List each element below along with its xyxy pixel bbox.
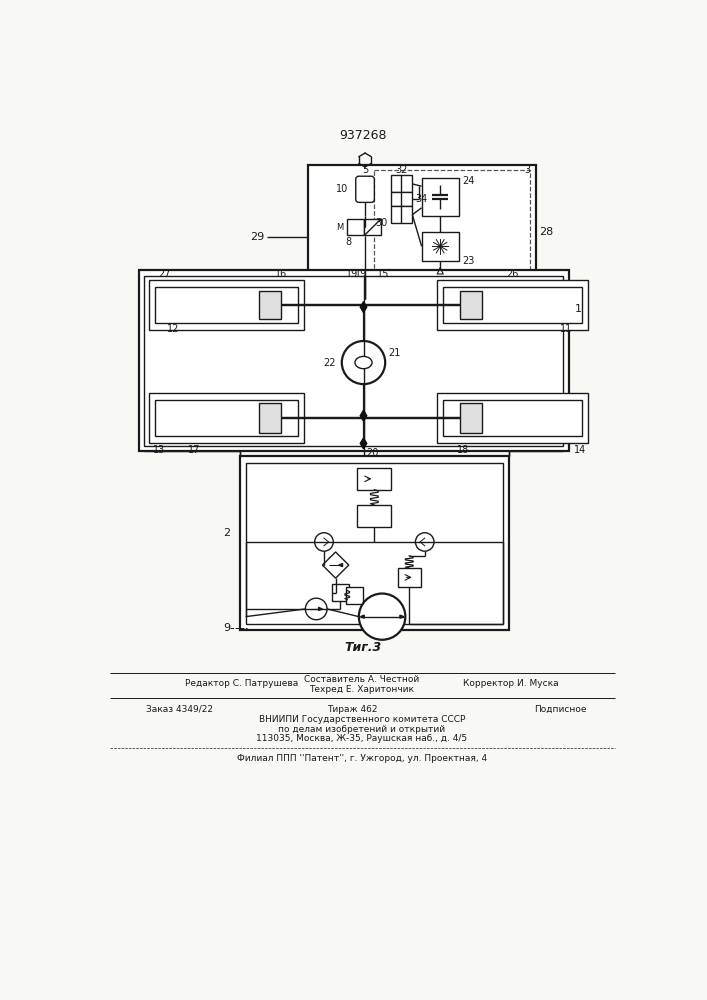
Text: 15: 15 [377, 269, 389, 279]
Bar [155, 287, 298, 323]
Bar [437, 393, 588, 443]
Text: 9: 9 [223, 623, 230, 633]
Circle shape [315, 533, 333, 551]
Bar [364, 219, 381, 235]
Text: 27: 27 [158, 269, 170, 279]
Text: 28: 28 [539, 227, 554, 237]
Bar [139, 270, 569, 451]
Text: Составитель А. Честной: Составитель А. Честной [304, 675, 419, 684]
Text: 18: 18 [457, 445, 469, 455]
Text: 34: 34 [416, 194, 428, 204]
Bar [421, 232, 459, 261]
Circle shape [359, 594, 405, 640]
Text: 26: 26 [506, 269, 518, 279]
Circle shape [341, 341, 385, 384]
Text: 10: 10 [336, 184, 348, 194]
Polygon shape [361, 615, 364, 618]
Text: 8: 8 [346, 237, 352, 247]
Bar [347, 219, 364, 235]
Bar [460, 291, 482, 319]
Text: 12: 12 [167, 324, 179, 334]
Text: Тираж 462: Тираж 462 [327, 705, 377, 714]
Bar [437, 280, 588, 330]
Bar [397, 568, 421, 587]
Text: 20: 20 [366, 448, 378, 458]
Text: 937268: 937268 [339, 129, 387, 142]
Bar [460, 403, 482, 433]
Text: 24: 24 [462, 176, 474, 186]
Text: Τиг.3: Τиг.3 [345, 641, 382, 654]
Bar [421, 178, 459, 216]
Bar [443, 287, 582, 323]
Polygon shape [339, 564, 343, 567]
Text: 5: 5 [362, 165, 368, 175]
Text: 16: 16 [275, 269, 288, 279]
Text: 113035, Москва, Ж-35, Раушская наб., д. 4/5: 113035, Москва, Ж-35, Раушская наб., д. … [257, 734, 467, 743]
Text: 11: 11 [561, 324, 573, 334]
Text: 17: 17 [187, 445, 200, 455]
Text: M: M [336, 223, 344, 232]
Bar [149, 280, 304, 330]
Polygon shape [361, 410, 367, 421]
Text: Техред Е. Харитончик: Техред Е. Харитончик [310, 685, 414, 694]
Polygon shape [361, 438, 367, 449]
Text: Заказ 4349/22: Заказ 4349/22 [146, 705, 214, 714]
Bar [144, 276, 563, 446]
Polygon shape [400, 615, 404, 618]
Bar [391, 206, 412, 223]
Text: 2: 2 [223, 528, 230, 538]
Text: 32: 32 [395, 165, 408, 175]
Bar [346, 587, 363, 604]
Text: 21: 21 [388, 348, 401, 358]
Bar [259, 403, 281, 433]
Bar [373, 170, 530, 295]
Text: 19: 19 [355, 269, 368, 279]
Text: 13: 13 [153, 445, 165, 455]
Text: Корректор И. Муска: Корректор И. Муска [463, 679, 559, 688]
Bar [443, 400, 582, 436]
Text: 30: 30 [375, 218, 387, 228]
Text: 22: 22 [323, 358, 336, 368]
Text: 29: 29 [250, 232, 264, 242]
Bar [357, 505, 392, 527]
Text: Филиал ППП ''Патент'', г. Ужгород, ул. Проектная, 4: Филиал ППП ''Патент'', г. Ужгород, ул. П… [237, 754, 487, 763]
Bar [246, 463, 503, 624]
Bar [259, 291, 281, 319]
Text: Редактор С. Патрушева: Редактор С. Патрушева [185, 679, 298, 688]
Polygon shape [319, 607, 322, 610]
Bar [391, 192, 412, 206]
Text: Подписное: Подписное [534, 705, 587, 714]
Bar [332, 584, 349, 601]
Text: 23: 23 [462, 256, 474, 266]
Bar [149, 393, 304, 443]
Polygon shape [361, 302, 367, 312]
Bar [155, 400, 298, 436]
Text: 3: 3 [524, 165, 530, 175]
Text: 1: 1 [575, 304, 582, 314]
Text: 14: 14 [574, 445, 587, 455]
FancyBboxPatch shape [356, 176, 374, 202]
Text: по делам изобретений и открытий: по делам изобретений и открытий [279, 725, 445, 734]
Bar [391, 175, 412, 192]
Bar [357, 468, 392, 490]
Text: ВНИИПИ Государственного комитета СССР: ВНИИПИ Государственного комитета СССР [259, 715, 465, 724]
Text: 19: 19 [346, 269, 358, 279]
Bar [240, 456, 509, 630]
Bar [308, 165, 537, 299]
Ellipse shape [355, 356, 372, 369]
Circle shape [416, 533, 434, 551]
Circle shape [305, 598, 327, 620]
